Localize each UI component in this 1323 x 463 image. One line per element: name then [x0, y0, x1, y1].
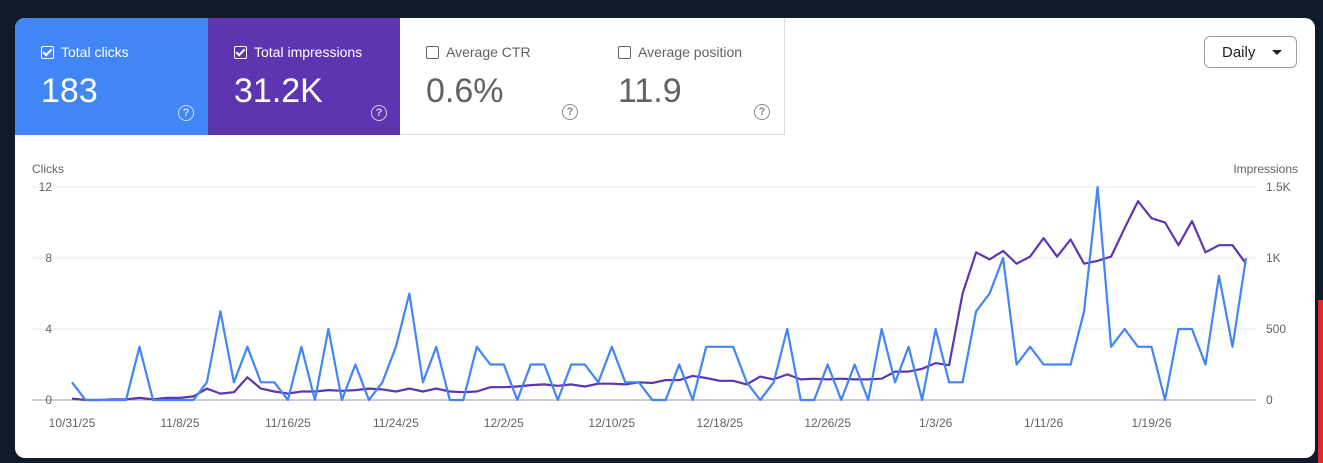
left-tick-label: 4: [45, 322, 52, 336]
x-tick-label: 11/8/25: [160, 416, 199, 430]
performance-card: Total clicks 183 ? Total impressions 31.…: [15, 18, 1315, 458]
checkbox-unchecked-icon[interactable]: [426, 45, 439, 59]
metric-value: 183: [41, 72, 98, 110]
metric-label: Total impressions: [254, 44, 363, 60]
x-tick-label: 12/10/25: [588, 416, 635, 430]
metric-value: 31.2K: [234, 72, 323, 110]
right-tick-label: 1K: [1266, 251, 1281, 265]
right-tick-label: 1.5K: [1266, 180, 1291, 194]
series-line-clicks: [71, 185, 1248, 402]
help-icon[interactable]: ?: [371, 105, 387, 121]
left-tick-label: 0: [45, 393, 52, 407]
right-tick-label: 0: [1266, 393, 1273, 407]
x-tick-label: 11/24/25: [373, 416, 419, 430]
x-tick-label: 11/16/25: [265, 416, 311, 430]
checkbox-checked-icon[interactable]: [234, 45, 247, 59]
checkbox-unchecked-icon[interactable]: [618, 45, 631, 59]
metric-value: 11.9: [618, 72, 682, 110]
caret-down-icon: [1272, 50, 1282, 55]
help-icon[interactable]: ?: [754, 104, 770, 120]
x-tick-label: 1/11/26: [1024, 416, 1063, 430]
left-tick-label: 12: [39, 180, 53, 194]
metric-tile-average-ctr[interactable]: Average CTR 0.6% ?: [400, 18, 593, 135]
help-icon[interactable]: ?: [562, 104, 578, 120]
x-tick-label: 12/26/25: [804, 416, 851, 430]
checkbox-checked-icon[interactable]: [41, 45, 54, 59]
help-icon[interactable]: ?: [178, 105, 194, 121]
metric-tile-total-impressions[interactable]: Total impressions 31.2K ?: [208, 18, 401, 135]
left-axis-title: Clicks: [32, 162, 64, 176]
right-tick-label: 500: [1266, 322, 1286, 336]
metric-tile-average-position[interactable]: Average position 11.9 ?: [592, 18, 785, 135]
left-tick-label: 8: [45, 251, 52, 265]
granularity-dropdown[interactable]: Daily: [1204, 36, 1297, 68]
x-tick-label: 1/3/26: [919, 416, 953, 430]
x-tick-label: 1/19/26: [1132, 416, 1172, 430]
metric-tile-total-clicks[interactable]: Total clicks 183 ?: [15, 18, 208, 135]
right-axis-title: Impressions: [1233, 162, 1298, 176]
series-line-impressions: [71, 200, 1247, 402]
metric-label: Average CTR: [446, 44, 531, 60]
metric-label: Average position: [638, 44, 743, 60]
granularity-selected: Daily: [1222, 43, 1256, 61]
x-tick-label: 12/2/25: [484, 416, 524, 430]
x-tick-label: 12/18/25: [696, 416, 743, 430]
metric-value: 0.6%: [426, 72, 504, 110]
metric-label: Total clicks: [61, 44, 129, 60]
edge-strip: [1318, 300, 1323, 463]
x-tick-label: 10/31/25: [49, 416, 96, 430]
